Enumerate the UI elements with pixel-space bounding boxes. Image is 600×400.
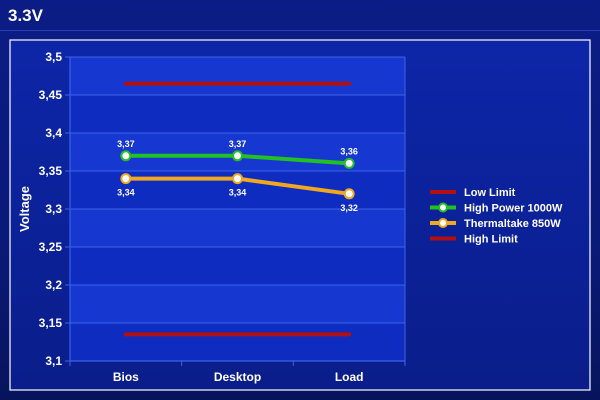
plot-band <box>70 323 405 361</box>
data-label-high-power-1000w: 3,37 <box>117 139 135 149</box>
data-label-high-power-1000w: 3,36 <box>340 146 358 156</box>
y-axis-title: Voltage <box>17 186 32 232</box>
data-point-thermaltake-850w <box>120 173 132 185</box>
y-tick-label: 3,25 <box>39 240 63 254</box>
y-tick-label: 3,45 <box>39 88 63 102</box>
y-tick-label: 3,1 <box>45 354 62 368</box>
legend-label-high-limit: High Limit <box>464 234 518 246</box>
data-point-high-power-1000w <box>120 150 132 162</box>
data-label-thermaltake-850w: 3,32 <box>340 203 358 213</box>
legend-label-high-power-1000w: High Power 1000W <box>464 203 563 215</box>
chart-title: 3.3V <box>8 6 43 25</box>
x-tick-label: Load <box>335 370 364 384</box>
data-point-high-power-1000w <box>232 150 243 162</box>
plot-band <box>70 95 405 133</box>
data-point-high-power-1000w <box>343 157 355 169</box>
plot-band <box>70 285 405 323</box>
plot-band <box>70 247 405 285</box>
header-divider <box>0 30 600 31</box>
y-tick-label: 3,35 <box>39 164 63 178</box>
data-point-thermaltake-850w <box>232 173 243 185</box>
y-tick-label: 3,3 <box>45 202 62 216</box>
x-tick-label: Bios <box>113 370 139 384</box>
plot-band <box>70 209 405 247</box>
x-tick-label: Desktop <box>214 370 261 384</box>
data-point-thermaltake-850w <box>343 188 355 200</box>
data-label-thermaltake-850w: 3,34 <box>117 188 135 198</box>
plot-band <box>70 57 405 95</box>
data-label-high-power-1000w: 3,37 <box>229 139 247 149</box>
y-tick-label: 3,4 <box>45 126 62 140</box>
y-tick-label: 3,5 <box>45 50 62 64</box>
y-tick-label: 3,2 <box>45 278 62 292</box>
legend-label-thermaltake-850w: Thermaltake 850W <box>464 218 561 230</box>
data-label-thermaltake-850w: 3,34 <box>229 188 247 198</box>
y-tick-label: 3,15 <box>39 316 63 330</box>
legend-marker-thermaltake-850w <box>438 218 448 228</box>
legend-marker-high-power-1000w <box>438 202 448 213</box>
legend-label-low-limit: Low Limit <box>464 187 516 199</box>
